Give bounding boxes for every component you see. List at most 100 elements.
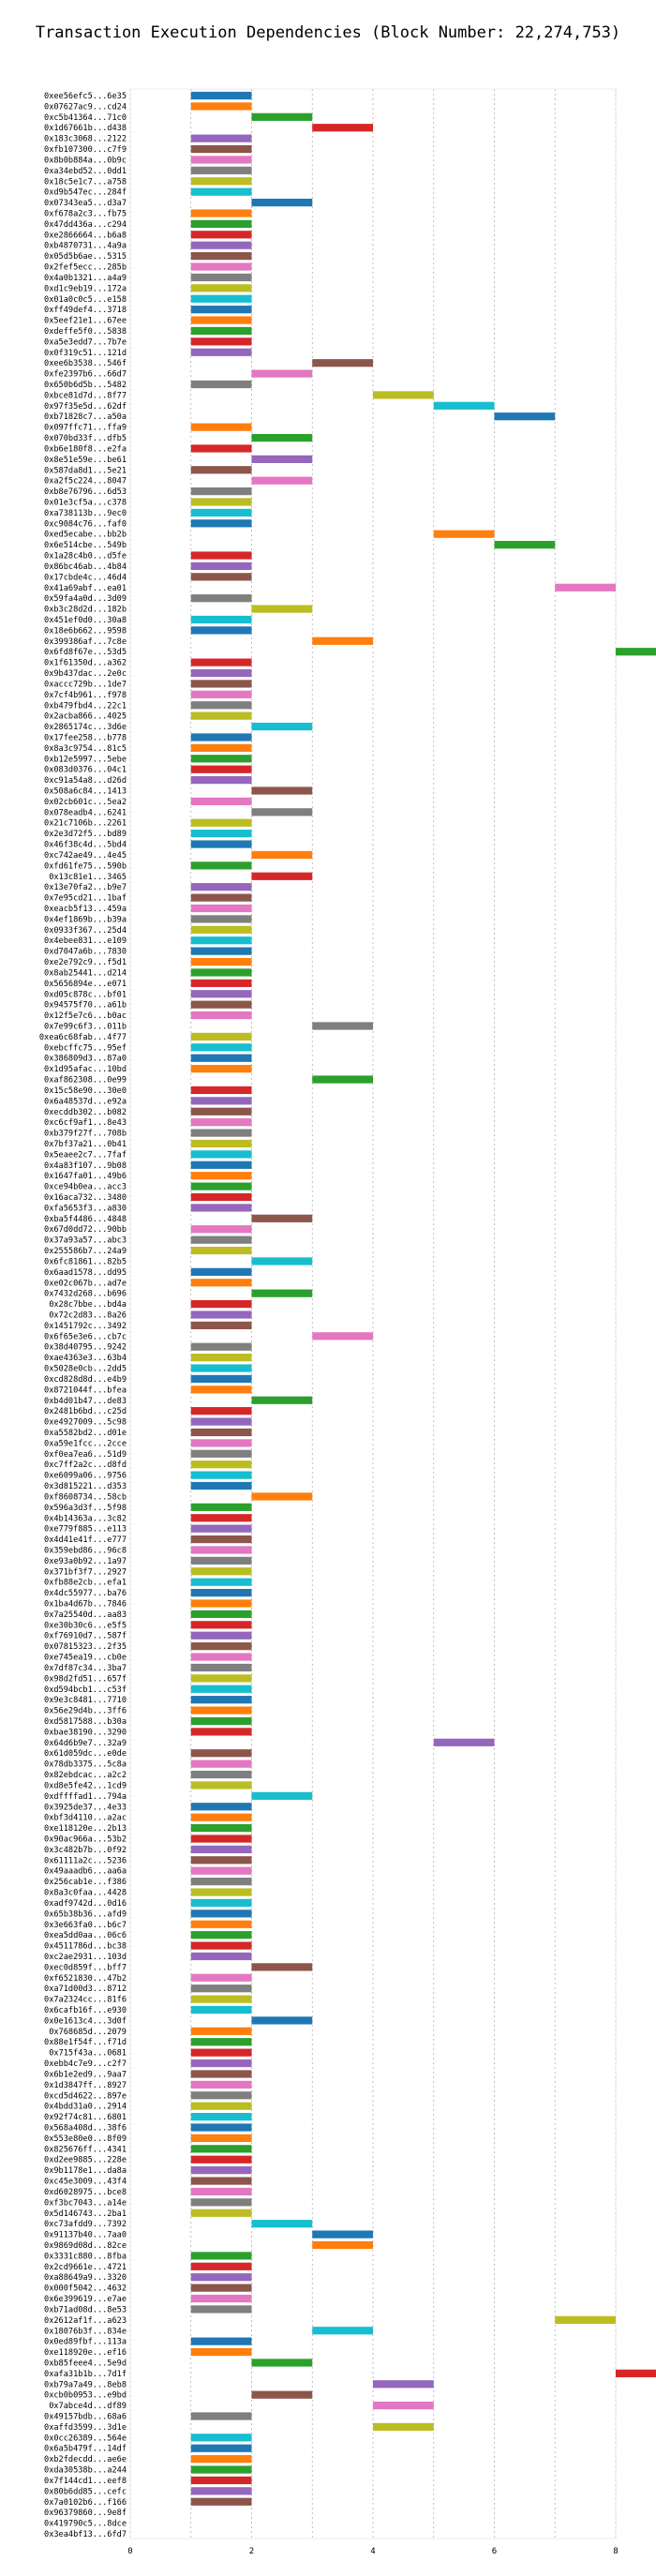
y-tick-label: 0x070bd33f...dfb5: [44, 434, 127, 443]
y-tick-label: 0xb71828c7...a50a: [44, 412, 127, 422]
transaction-bar: [190, 2145, 252, 2153]
y-tick-label: 0xb6e180f8...e2fa: [44, 444, 127, 454]
transaction-bar: [190, 2444, 252, 2452]
x-tick-label: 8: [613, 2547, 618, 2556]
y-tick-label: 0x3d815221...d353: [44, 1482, 127, 1491]
y-tick-label: 0x6f65e3e6...cb7c: [44, 1332, 127, 1341]
y-tick-label: 0x0933f367...25d4: [44, 926, 127, 936]
transaction-bar: [190, 156, 252, 164]
y-tick-label: 0xc742ae49...4e45: [44, 851, 127, 861]
y-tick-label: 0x82ebdcac...a2c2: [44, 1771, 127, 1780]
y-tick-label: 0x596a3d3f...5f98: [44, 1504, 127, 1513]
transaction-bar: [190, 2487, 252, 2495]
transaction-bar: [251, 112, 313, 121]
transaction-bar: [251, 1289, 313, 1297]
y-tick-label: 0xcd5d4622...897e: [44, 2091, 127, 2101]
transaction-bar: [190, 91, 252, 100]
y-tick-label: 0x9b437dac...2e0c: [44, 669, 127, 679]
transaction-bar: [190, 134, 252, 142]
transaction-bar: [190, 1749, 252, 1758]
y-tick-label: 0xcd828d8d...e4b9: [44, 1375, 127, 1385]
transaction-bar: [190, 562, 252, 571]
y-tick-label: 0x4a83f107...9b08: [44, 1161, 127, 1171]
y-tick-label: 0x88e1f54f...f71d: [44, 2038, 127, 2047]
transaction-bar: [190, 177, 252, 186]
y-tick-label: 0x01e3cf5a...c378: [44, 499, 127, 508]
y-tick-label: 0x3ea4bf13...6fd7: [44, 2530, 127, 2539]
y-tick-label: 0x96379860...9e8f: [44, 2509, 127, 2518]
y-tick-label: 0xbf3d4110...a2ac: [44, 1814, 127, 1823]
transaction-bar: [190, 1503, 252, 1511]
y-tick-label: 0x80b6dd85...cefc: [44, 2487, 127, 2496]
y-tick-label: 0xf8608734...58cb: [44, 1492, 127, 1502]
y-tick-label: 0x2cd9661e...4721: [44, 2263, 127, 2272]
y-tick-label: 0x5eaee2c7...7faf: [44, 1150, 127, 1160]
y-tick-label: 0x38d40795...9242: [44, 1343, 127, 1353]
transaction-bar: [190, 508, 252, 517]
y-tick-label: 0xe745ea19...cb0e: [44, 1654, 127, 1663]
y-tick-label: 0xa738113b...9ec0: [44, 509, 127, 518]
y-tick-label: 0xc6cf9af1...8e43: [44, 1118, 127, 1128]
transaction-bar: [190, 904, 252, 913]
y-tick-label: 0x078eadb4...6241: [44, 808, 127, 817]
y-tick-label: 0xb379f27f...708b: [44, 1130, 127, 1139]
transaction-bar: [251, 1214, 313, 1222]
transaction-bar: [190, 1354, 252, 1362]
y-tick-label: 0x4b14363a...3c82: [44, 1514, 127, 1523]
y-tick-label: 0xc2ae2931...103d: [44, 1953, 127, 1962]
transaction-bar: [251, 369, 313, 378]
y-tick-label: 0xafa31b1b...7d1f: [44, 2370, 127, 2379]
y-tick-label: 0x0ed89fbf...113a: [44, 2338, 127, 2347]
transaction-bar: [251, 1257, 313, 1266]
y-tick-label: 0xd1c9eb19...172a: [44, 284, 127, 293]
transaction-bar: [190, 1439, 252, 1447]
y-tick-label: 0xf0ea7ea6...51d9: [44, 1450, 127, 1460]
y-tick-label: 0xf6521830...47b2: [44, 1974, 127, 1984]
y-tick-label: 0xaffd3599...3d1e: [44, 2423, 127, 2433]
y-tick-label: 0x92f74c81...6801: [44, 2113, 127, 2122]
y-tick-label: 0x8b0b884a...0b9c: [44, 156, 127, 165]
transaction-bar: [190, 957, 252, 966]
transaction-bar: [190, 219, 252, 229]
transaction-bar: [190, 316, 252, 324]
y-tick-label: 0xc91a54a8...d26d: [44, 776, 127, 786]
transaction-bar: [190, 1449, 252, 1458]
transaction-bar: [312, 2240, 373, 2250]
y-tick-label: 0xd5817588...b30a: [44, 1717, 127, 1727]
transaction-bar: [312, 1022, 373, 1030]
y-tick-label: 0x18c5e1c7...a758: [44, 177, 127, 187]
y-tick-label: 0xe30b30c6...e5f5: [44, 1621, 127, 1630]
transaction-bar: [190, 1107, 252, 1116]
transaction-bar: [190, 2166, 252, 2175]
y-tick-label: 0x49157bdb...68a6: [44, 2413, 127, 2422]
transaction-bar: [190, 1204, 252, 1212]
transaction-bar: [251, 786, 313, 795]
transaction-bar: [190, 2102, 252, 2110]
transaction-bar: [190, 2177, 252, 2185]
y-tick-label: 0xce94b0ea...acc3: [44, 1183, 127, 1192]
transaction-bar: [190, 1225, 252, 1234]
transaction-bar: [190, 1065, 252, 1073]
transaction-bar: [190, 2155, 252, 2164]
y-tick-label: 0x2865174c...3d6e: [44, 723, 127, 732]
y-tick-label: 0xea6c68fab...4f77: [39, 1033, 127, 1042]
transaction-bar: [190, 1920, 252, 1928]
transaction-bar: [616, 2369, 656, 2377]
transaction-bar: [251, 1791, 313, 1800]
transaction-bar: [190, 273, 252, 282]
y-tick-label: 0x7bf37a21...0b41: [44, 1140, 127, 1149]
transaction-bar: [251, 2359, 313, 2367]
y-tick-label: 0x083d0376...04c1: [44, 766, 127, 775]
y-tick-label: 0x587da8d1...5e21: [44, 466, 127, 475]
y-tick-label: 0x18076b3f...834e: [44, 2327, 127, 2336]
transaction-bar: [190, 551, 252, 560]
y-tick-label: 0x1a28c4b0...d5fe: [44, 552, 127, 562]
y-tick-label: 0xfa5653f3...a830: [44, 1204, 127, 1213]
transaction-bar: [251, 455, 313, 463]
y-tick-label: 0xfb107300...c7f9: [44, 145, 127, 155]
y-tick-label: 0xba5f4486...4848: [44, 1215, 127, 1224]
y-tick-label: 0xb4870731...4a9a: [44, 242, 127, 251]
y-tick-label: 0xe4927009...5c98: [44, 1418, 127, 1428]
y-tick-label: 0x07815323...2f35: [44, 1642, 127, 1652]
